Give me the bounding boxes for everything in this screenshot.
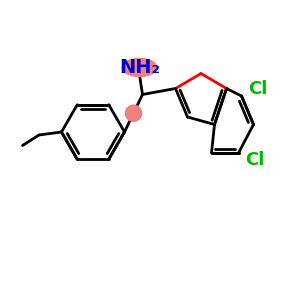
Text: Cl: Cl [245,151,265,169]
Text: NH₂: NH₂ [119,58,160,77]
Circle shape [125,105,142,121]
Text: Cl: Cl [248,80,268,98]
Ellipse shape [122,58,157,76]
